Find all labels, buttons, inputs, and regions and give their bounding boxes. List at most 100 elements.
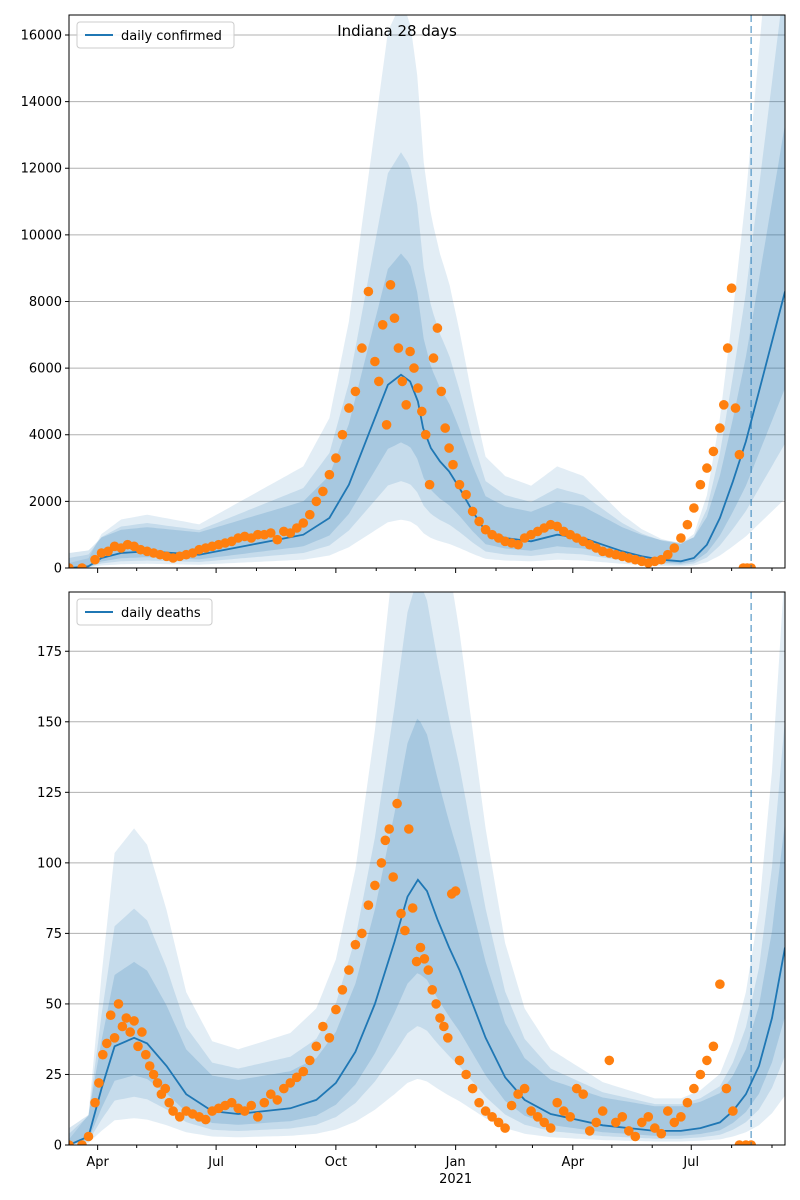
axes-frame (68, 14, 786, 569)
data-point (702, 1055, 712, 1066)
data-point (272, 1095, 283, 1105)
data-point (113, 999, 124, 1009)
data-point (226, 1097, 237, 1108)
data-point (98, 1049, 108, 1060)
data-point (411, 956, 422, 967)
data-point (252, 1112, 263, 1122)
data-point (90, 554, 100, 565)
data-point (467, 1083, 478, 1094)
data-point (420, 429, 431, 440)
data-point (539, 1117, 549, 1128)
data-point (722, 343, 733, 353)
data-point (604, 1055, 615, 1066)
data-point (715, 423, 725, 433)
data-point (324, 469, 335, 480)
y-tick-label: 10000 (21, 228, 62, 243)
data-point (292, 523, 302, 533)
data-point (331, 453, 341, 463)
data-point (381, 420, 392, 430)
chart-title: Indiana 28 days (337, 22, 457, 40)
data-point (337, 429, 348, 440)
data-point (404, 824, 414, 834)
data-point (397, 376, 408, 387)
data-point (448, 459, 458, 470)
data-point (461, 489, 471, 500)
series-line (69, 878, 785, 1145)
data-point (129, 1016, 139, 1026)
data-point (357, 343, 367, 353)
data-point (318, 1021, 328, 1032)
data-point (526, 1106, 536, 1116)
data-point (431, 999, 441, 1009)
data-point (578, 1089, 588, 1099)
data-point (272, 534, 283, 545)
y-tick-label: 4000 (29, 428, 62, 443)
data-point (689, 1083, 699, 1094)
data-point (728, 1106, 738, 1116)
data-point (571, 1083, 582, 1094)
data-point (676, 533, 686, 543)
y-tick-label: 0 (54, 562, 62, 577)
data-point (487, 1112, 497, 1122)
data-point (148, 1069, 159, 1080)
data-point (90, 1097, 100, 1108)
data-point (443, 1033, 453, 1043)
data-point (708, 1041, 719, 1052)
data-point (454, 479, 465, 490)
data-point (137, 1027, 147, 1037)
data-point (117, 1021, 128, 1032)
y-tick-label: 0 (54, 1139, 62, 1154)
data-point (77, 1140, 87, 1145)
data-point (650, 1123, 660, 1133)
data-point (467, 506, 478, 517)
data-point (324, 1033, 335, 1043)
data-point (305, 1055, 315, 1066)
data-point (689, 503, 699, 513)
data-point (450, 886, 461, 896)
y-tick-label: 150 (37, 715, 62, 730)
data-point (432, 323, 443, 333)
y-tick-label: 175 (37, 645, 62, 660)
x-tick-label: Jul (682, 1155, 699, 1170)
data-point (144, 1061, 155, 1071)
y-tick-label: 12000 (21, 162, 62, 177)
data-point (160, 1083, 171, 1094)
data-point (266, 1089, 276, 1099)
data-point (285, 528, 296, 538)
data-point (94, 1078, 104, 1088)
data-point (174, 1112, 185, 1122)
legend-box (76, 21, 235, 49)
legend-box (76, 598, 213, 626)
data-point (392, 798, 402, 809)
data-point (102, 1038, 112, 1049)
data-point (393, 343, 404, 353)
x-tick-label: Apr (562, 1155, 585, 1170)
data-point (637, 1117, 647, 1128)
data-point (676, 1112, 686, 1122)
data-point (624, 1126, 634, 1136)
data-point (385, 280, 396, 290)
data-point (405, 346, 415, 357)
data-point (584, 1126, 595, 1136)
y-tick-label: 125 (37, 786, 62, 801)
data-point (311, 496, 322, 507)
data-point (682, 1097, 693, 1108)
uncertainty-band (69, 592, 785, 1145)
x-tick-label: Oct (325, 1155, 347, 1170)
data-point (461, 1069, 471, 1080)
uncertainty-band (69, 718, 785, 1145)
data-point (721, 1083, 732, 1094)
data-point (105, 1010, 116, 1020)
data-point (259, 1097, 270, 1108)
data-point (344, 965, 354, 975)
data-point (69, 563, 74, 568)
data-point (558, 1106, 569, 1116)
uncertainty-band (69, 15, 785, 568)
data-point (682, 519, 693, 530)
data-point (513, 539, 523, 550)
data-point (298, 1066, 309, 1077)
data-point (552, 1097, 562, 1108)
data-point (285, 1078, 296, 1088)
data-point (415, 942, 426, 953)
data-point (141, 1049, 151, 1060)
